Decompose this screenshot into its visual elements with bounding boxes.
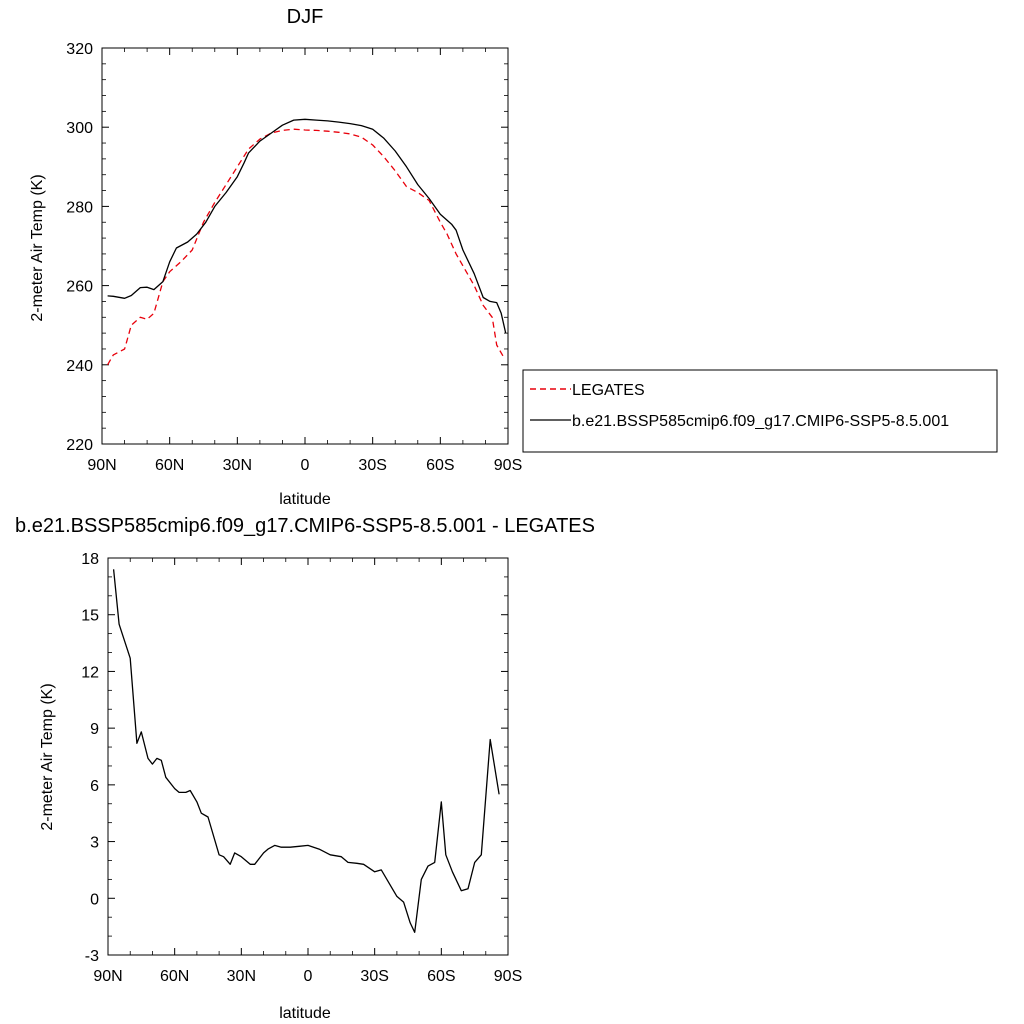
top-x-tick-label-2: 30N	[223, 457, 252, 474]
bottom-x-tick-label-1: 60N	[160, 968, 189, 985]
bottom-panel-title: b.e21.BSSP585cmip6.f09_g17.CMIP6-SSP5-8.…	[15, 515, 595, 537]
bottom-y-tick-label-5: 12	[81, 664, 99, 681]
top-panel-ticks: 90N 60N 30N 0 30S 60S 90S 220 240 260 280 300 320	[66, 41, 522, 474]
bottom-x-tick-label-6: 90S	[494, 968, 522, 985]
bottom-panel-series	[112, 569, 500, 933]
top-x-tick-label-5: 60S	[426, 457, 454, 474]
bottom-series-line-0	[112, 569, 500, 933]
top-panel-title: DJF	[287, 6, 324, 28]
bottom-y-tick-label-4: 9	[90, 721, 99, 738]
top-panel-xlabel: latitude	[279, 491, 331, 508]
top-x-tick-label-6: 90S	[494, 457, 522, 474]
legend: LEGATES b.e21.BSSP585cmip6.f09_g17.CMIP6…	[522, 369, 998, 453]
top-y-tick-label-4: 300	[66, 120, 93, 137]
bottom-y-tick-label-3: 6	[90, 778, 99, 795]
bottom-y-tick-label-6: 15	[81, 608, 99, 625]
bottom-y-tick-label-0: -3	[85, 948, 99, 965]
top-x-tick-label-4: 30S	[358, 457, 386, 474]
top-y-tick-label-3: 280	[66, 199, 93, 216]
bottom-x-tick-label-4: 30S	[360, 968, 388, 985]
top-panel-series	[107, 118, 507, 366]
top-series-line-1	[107, 118, 507, 334]
top-y-tick-label-5: 320	[66, 41, 93, 58]
bottom-x-tick-label-2: 30N	[227, 968, 256, 985]
bottom-x-tick-label-5: 60S	[427, 968, 455, 985]
bottom-y-tick-label-2: 3	[90, 835, 99, 852]
legend-label-model: b.e21.BSSP585cmip6.f09_g17.CMIP6-SSP5-8.…	[572, 413, 949, 430]
legend-label-legates: LEGATES	[572, 382, 645, 399]
legend-box	[522, 369, 998, 453]
top-y-tick-label-2: 260	[66, 279, 93, 296]
bottom-x-tick-label-3: 0	[304, 968, 313, 985]
top-x-tick-label-3: 0	[301, 457, 310, 474]
top-y-tick-label-1: 240	[66, 358, 93, 375]
bottom-panel-frame	[107, 557, 509, 956]
bottom-panel-ylabel: 2-meter Air Temp (K)	[39, 683, 56, 830]
top-series-line-0	[107, 128, 505, 366]
top-panel-frame	[101, 47, 509, 445]
bottom-y-tick-label-7: 18	[81, 551, 99, 568]
top-y-tick-label-0: 220	[66, 437, 93, 454]
bottom-panel-ticks: 90N 60N 30N 0 30S 60S 90S -3 0 3 6 9 12 15 18	[81, 551, 522, 985]
bottom-panel: b.e21.BSSP585cmip6.f09_g17.CMIP6-SSP5-8.…	[15, 515, 595, 1022]
top-x-tick-label-1: 60N	[155, 457, 184, 474]
bottom-y-tick-label-1: 0	[90, 891, 99, 908]
bottom-x-tick-label-0: 90N	[93, 968, 122, 985]
bottom-panel-xlabel: latitude	[279, 1005, 331, 1022]
top-x-tick-label-0: 90N	[87, 457, 116, 474]
top-panel-ylabel: 2-meter Air Temp (K)	[29, 174, 46, 321]
top-panel: DJF latitude 2-meter Air Temp (K) 90N 60N…	[29, 6, 998, 508]
